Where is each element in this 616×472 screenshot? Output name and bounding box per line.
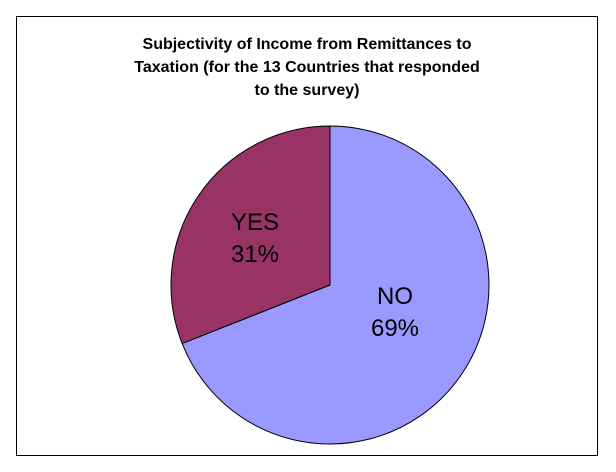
- pie-slice-no: [181, 125, 490, 445]
- slice-percent-no: 69%: [371, 315, 419, 342]
- slice-label-yes: YES: [231, 209, 279, 236]
- slice-percent-yes: 31%: [231, 241, 279, 268]
- slice-label-no: NO: [377, 283, 413, 310]
- chart-title-line-1: Subjectivity of Income from Remittances …: [142, 36, 472, 53]
- chart-title-line-2: Taxation (for the 13 Countries that resp…: [134, 59, 480, 76]
- chart-area: Subjectivity of Income from Remittances …: [16, 16, 598, 456]
- pie-slice-yes: [170, 125, 331, 345]
- chart-title-line-3: to the survey): [254, 82, 360, 99]
- pie-chart: NO 69% YES 31%: [170, 125, 490, 445]
- chart-title: Subjectivity of Income from Remittances …: [17, 33, 597, 102]
